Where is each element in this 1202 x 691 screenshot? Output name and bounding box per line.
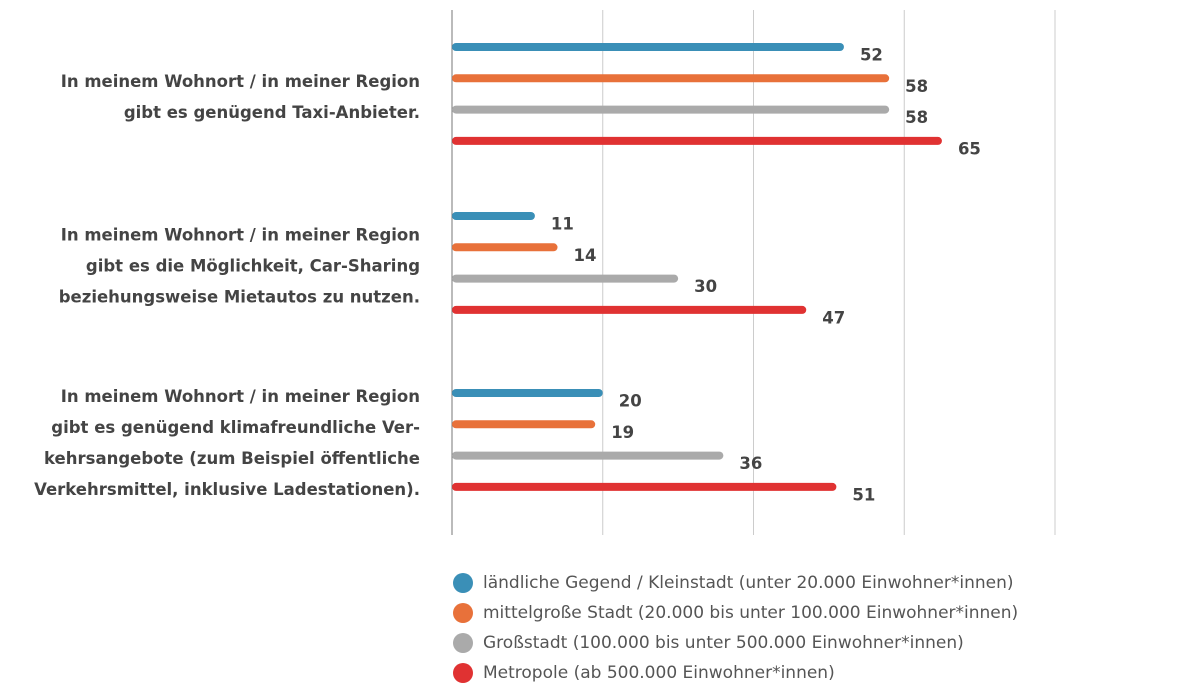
category-label: In meinem Wohnort / in meiner Region bbox=[61, 225, 420, 244]
category-label: gibt es die Möglichkeit, Car-Sharing bbox=[86, 256, 420, 275]
legend-swatch bbox=[453, 573, 473, 593]
legend-label: mittelgroße Stadt (20.000 bis unter 100.… bbox=[483, 603, 1018, 623]
value-label: 14 bbox=[574, 246, 597, 265]
legend-label: ländliche Gegend / Kleinstadt (unter 20.… bbox=[483, 573, 1014, 593]
value-label: 65 bbox=[958, 139, 981, 158]
value-label: 36 bbox=[739, 454, 762, 473]
value-label: 51 bbox=[852, 485, 875, 504]
legend-label: Großstadt (100.000 bis unter 500.000 Ein… bbox=[483, 633, 964, 653]
value-label: 20 bbox=[619, 392, 642, 411]
value-label: 58 bbox=[905, 77, 928, 96]
category-label: gibt es genügend klimafreundliche Ver- bbox=[51, 418, 420, 437]
category-label: Verkehrsmittel, inklusive Ladestationen)… bbox=[34, 480, 420, 499]
category-label: beziehungsweise Mietautos zu nutzen. bbox=[59, 287, 420, 306]
legend-swatch bbox=[453, 663, 473, 683]
value-label: 19 bbox=[611, 423, 634, 442]
value-label: 58 bbox=[905, 108, 928, 127]
category-label: In meinem Wohnort / in meiner Region bbox=[61, 72, 420, 91]
legend-swatch bbox=[453, 603, 473, 623]
category-label: In meinem Wohnort / in meiner Region bbox=[61, 387, 420, 406]
legend-swatch bbox=[453, 633, 473, 653]
value-label: 11 bbox=[551, 215, 574, 234]
value-label: 52 bbox=[860, 46, 883, 65]
category-label: gibt es genügend Taxi-Anbieter. bbox=[124, 103, 420, 122]
value-label: 30 bbox=[694, 277, 717, 296]
legend-label: Metropole (ab 500.000 Einwohner*innen) bbox=[483, 663, 835, 683]
value-label: 47 bbox=[822, 308, 845, 327]
category-label: kehrsangebote (zum Beispiel öffentliche bbox=[44, 449, 420, 468]
